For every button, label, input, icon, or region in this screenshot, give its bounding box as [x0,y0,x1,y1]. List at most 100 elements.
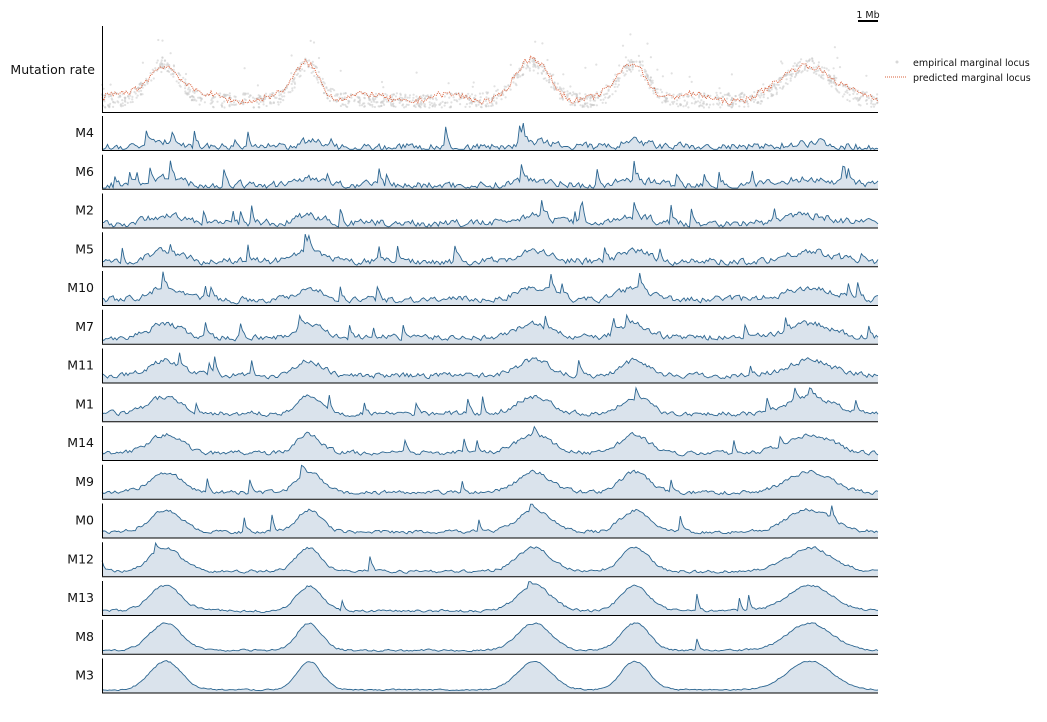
empirical-point [579,104,582,107]
empirical-point [798,60,802,64]
empirical-point [212,96,215,99]
track-line [102,622,879,653]
empirical-point [453,98,456,102]
empirical-point [312,41,316,44]
empirical-point [151,68,154,71]
empirical-point [673,100,676,103]
empirical-point [815,70,818,73]
empirical-point [638,60,641,63]
empirical-point [555,86,559,89]
empirical-point [617,79,620,83]
empirical-point [368,103,371,106]
scale-bar: 1 Mb [856,10,880,22]
empirical-point [734,99,737,103]
empirical-point [290,54,293,57]
empirical-point [637,54,641,58]
empirical-point [321,77,324,80]
empirical-point [468,105,471,108]
empirical-point [186,93,189,96]
empirical-point [195,99,198,102]
empirical-point [191,90,195,93]
empirical-point [278,94,281,97]
empirical-point [784,82,788,85]
empirical-point [731,104,734,107]
empirical-point [863,91,866,94]
empirical-point [624,73,627,76]
empirical-point [136,94,139,97]
empirical-point [751,98,754,101]
empirical-point [675,102,678,105]
empirical-point [221,102,224,105]
empirical-point [846,91,849,94]
empirical-point [769,84,772,87]
empirical-point [699,101,702,104]
empirical-point [121,93,124,96]
empirical-point [112,105,115,108]
empirical-point [808,59,811,62]
empirical-point [448,106,451,109]
empirical-point [652,92,655,95]
empirical-point [503,88,506,91]
empirical-point [353,100,356,103]
empirical-point [848,86,851,89]
empirical-point [815,72,818,76]
empirical-point [192,95,195,98]
empirical-point [658,96,661,99]
empirical-point [198,103,201,106]
empirical-point [853,90,856,93]
empirical-point [872,96,876,99]
empirical-point [374,92,378,95]
empirical-point [595,104,599,107]
empirical-point [838,91,841,94]
empirical-point [509,63,512,66]
empirical-point [616,85,619,88]
empirical-point [550,86,553,89]
empirical-point [547,78,551,82]
empirical-point [345,105,348,108]
empirical-point [293,78,296,81]
empirical-point [479,96,482,99]
empirical-point [812,66,815,69]
empirical-point [597,96,600,99]
empirical-point [678,93,681,96]
empirical-point [573,104,577,107]
empirical-point [474,94,477,97]
empirical-point [589,96,593,99]
empirical-point [468,95,472,98]
empirical-point [177,72,180,75]
empirical-point [672,102,675,105]
track-m8: M8 [75,619,879,655]
empirical-point [484,99,487,102]
empirical-point [552,86,555,90]
empirical-point [542,69,545,72]
track-label: M3 [75,668,94,683]
empirical-point [315,76,318,79]
empirical-point [258,106,261,109]
empirical-point [703,92,706,95]
empirical-point [670,72,673,75]
empirical-point [621,44,625,47]
empirical-point [187,88,190,91]
empirical-point [828,74,831,77]
empirical-point [586,104,589,107]
empirical-point [223,100,226,103]
empirical-point [690,102,694,105]
empirical-point [189,88,192,91]
empirical-point [129,101,132,104]
empirical-point [452,96,455,99]
empirical-point [428,106,431,109]
empirical-point [571,94,574,97]
empirical-point [743,105,746,108]
empirical-point [730,98,733,101]
empirical-point [536,72,540,75]
empirical-point [569,103,572,106]
empirical-point [290,72,293,75]
empirical-point [770,88,773,91]
empirical-point [347,102,350,105]
empirical-point [793,75,797,79]
empirical-point [536,62,539,65]
empirical-point [595,91,598,94]
empirical-point [803,67,807,70]
empirical-point [444,101,447,105]
